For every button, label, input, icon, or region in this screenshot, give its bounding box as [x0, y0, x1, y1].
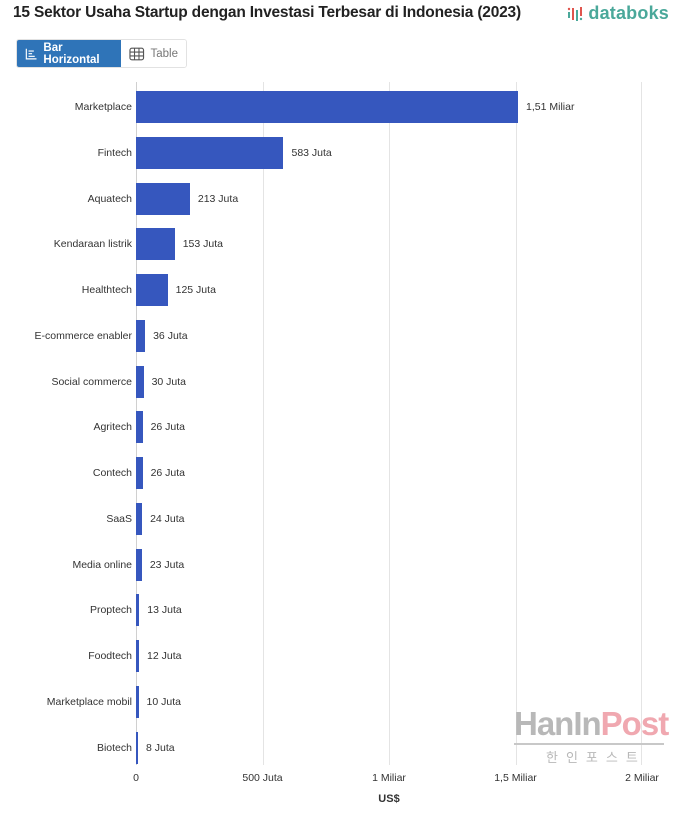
- category-label: Kendaraan listrik: [53, 238, 132, 251]
- value-label: 583 Juta: [291, 146, 332, 159]
- bar-row: Aquatech 213 Juta: [0, 182, 681, 215]
- bar[interactable]: [136, 91, 519, 123]
- value-label: 36 Juta: [153, 329, 188, 342]
- value-label: 10 Juta: [146, 695, 181, 708]
- watermark-main-pink: Post: [600, 705, 670, 742]
- table-label: Table: [150, 47, 179, 60]
- category-label: Media online: [72, 558, 132, 571]
- brand-logo: databoks: [566, 3, 669, 24]
- value-label: 8 Juta: [146, 741, 175, 754]
- value-label: 26 Juta: [150, 421, 186, 434]
- bar[interactable]: [136, 182, 190, 215]
- bar[interactable]: [136, 411, 143, 444]
- value-label: 153 Juta: [182, 238, 223, 251]
- bar[interactable]: [136, 502, 143, 535]
- x-tick-label: 2 Miliar: [625, 772, 659, 784]
- bar-row: Foodtech 12 Juta: [0, 640, 681, 672]
- category-label: Fintech: [97, 146, 132, 159]
- bar-horizontal-label: Bar Horizontal: [43, 41, 100, 66]
- x-axis-label: US$: [378, 793, 400, 805]
- category-label: Marketplace mobil: [46, 695, 132, 708]
- table-button[interactable]: Table: [121, 40, 186, 67]
- category-label: Proptech: [89, 604, 132, 617]
- bar-chart-icon: [25, 48, 37, 59]
- bar-row: Fintech 583 Juta: [0, 136, 681, 169]
- value-label: 213 Juta: [197, 192, 239, 205]
- bar[interactable]: [136, 640, 140, 672]
- bar-row: Marketplace mobil 10 Juta: [0, 685, 681, 718]
- watermark: HanInPost 한인포스트: [514, 705, 670, 766]
- bar[interactable]: [136, 136, 284, 169]
- bar-row: Agritech 26 Juta: [0, 411, 681, 444]
- plot-area: Marketplace 1,51 Miliar Fintech 583 Juta Aqu…: [35, 82, 642, 765]
- category-label: Social commerce: [51, 375, 132, 388]
- watermark-sub: 한인포스트: [546, 750, 646, 765]
- gridline-1000: [389, 82, 390, 765]
- bar[interactable]: [136, 365, 144, 398]
- value-label: 1,51 Miliar: [526, 101, 575, 113]
- category-label: Foodtech: [88, 650, 132, 662]
- bar-row: Healthtech 125 Juta: [0, 274, 681, 306]
- bar[interactable]: [136, 274, 168, 306]
- bar-row: Biotech 8 Juta: [0, 731, 681, 764]
- x-tick-label: 1 Miliar: [372, 772, 406, 784]
- bar[interactable]: [136, 228, 175, 261]
- value-label: 26 Juta: [150, 467, 186, 479]
- category-label: Healthtech: [81, 284, 132, 296]
- value-label: 13 Juta: [147, 604, 182, 617]
- value-label: 125 Juta: [175, 284, 216, 296]
- value-label: 30 Juta: [151, 375, 187, 388]
- x-tick-label: 500 Juta: [242, 772, 283, 784]
- value-label: 12 Juta: [147, 650, 182, 662]
- bar-horizontal-button[interactable]: Bar Horizontal: [17, 40, 121, 67]
- bar-row: Media online 23 Juta: [0, 548, 681, 581]
- gridline-2000: [641, 82, 642, 765]
- databoks-logo-icon: [568, 6, 583, 21]
- bar[interactable]: [136, 594, 140, 627]
- bar[interactable]: [136, 731, 139, 764]
- value-label: 24 Juta: [150, 512, 185, 525]
- bar[interactable]: [136, 319, 146, 352]
- chart-title: 15 Sektor Usaha Startup dengan Investasi…: [13, 4, 521, 21]
- bar-row: Contech 26 Juta: [0, 457, 681, 489]
- bar-row: Kendaraan listrik 153 Juta: [0, 228, 681, 261]
- bar-row: Proptech 13 Juta: [0, 594, 681, 627]
- watermark-main-gray: HanIn: [514, 705, 602, 742]
- category-label: Biotech: [96, 741, 132, 754]
- bar-row: E-commerce enabler 36 Juta: [0, 319, 681, 352]
- category-label: Marketplace: [74, 101, 132, 113]
- category-label: Contech: [92, 467, 132, 479]
- bar-row: Social commerce 30 Juta: [0, 365, 681, 398]
- bar[interactable]: [136, 685, 139, 718]
- category-label: Agritech: [93, 421, 132, 434]
- table-grid-icon: [129, 47, 145, 60]
- x-tick-label: 1,5 Miliar: [494, 772, 537, 784]
- view-toggle: Bar Horizontal Table: [16, 39, 187, 68]
- value-label: 23 Juta: [149, 558, 185, 571]
- category-label: Aquatech: [87, 192, 132, 205]
- bar[interactable]: [136, 457, 143, 489]
- watermark-divider: [514, 743, 664, 745]
- bar-row: SaaS 24 Juta: [0, 502, 681, 535]
- category-label: E-commerce enabler: [34, 329, 132, 342]
- bar-row: Marketplace 1,51 Miliar: [0, 91, 681, 123]
- category-label: SaaS: [106, 512, 132, 525]
- brand-name: databoks: [588, 3, 669, 23]
- bar[interactable]: [136, 548, 142, 581]
- gridline-500: [262, 82, 264, 765]
- x-tick-label: 0: [133, 772, 139, 784]
- gridline-1500: [515, 82, 517, 765]
